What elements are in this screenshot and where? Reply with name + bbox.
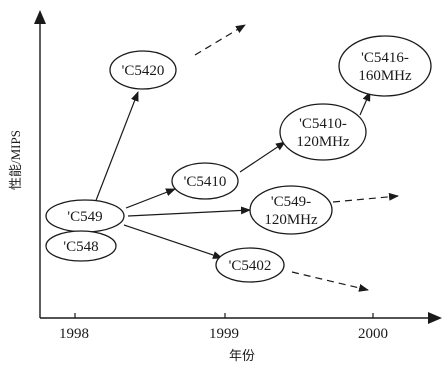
node-c5416-label-line2: 160MHz: [358, 68, 412, 84]
edge-c549-120-future: [332, 192, 399, 203]
x-axis-ticks: [74, 313, 374, 318]
node-c549: 'C549: [45, 199, 125, 233]
node-c5410: 'C5410: [171, 162, 239, 200]
node-c5420-label: 'C5420: [122, 63, 165, 79]
node-c5410-label: 'C5410: [184, 174, 227, 190]
node-c549-label: 'C549: [67, 209, 102, 225]
node-c5410-120mhz: 'C5410- 120MHz: [279, 103, 367, 161]
edge-c549-to-c5402: [123, 224, 223, 259]
edge-c5402-future: [291, 271, 369, 292]
x-tick-label-1999: 1999: [209, 326, 239, 342]
edge-c549-to-c549-120: [127, 206, 251, 217]
node-c549-120-label-line1: 'C549-: [271, 194, 311, 210]
node-c549-120-label-line2: 120MHz: [264, 212, 318, 228]
node-c5402-label: 'C5402: [229, 258, 272, 274]
node-c5416-label-line1: 'C5416-: [361, 50, 409, 66]
node-c548-label: 'C548: [63, 239, 98, 255]
node-c5410-120-label-line1: 'C5410-: [299, 116, 347, 132]
node-c548: 'C548: [45, 230, 117, 262]
x-tick-label-2000: 2000: [358, 326, 388, 342]
node-c5420: 'C5420: [109, 50, 177, 90]
edge-c5410-to-c5410-120: [239, 141, 286, 173]
edge-c5410-120-to-c5416: [359, 91, 371, 116]
node-c5402: 'C5402: [215, 247, 285, 283]
node-c5410-120-label-line2: 120MHz: [296, 134, 350, 150]
node-c5416-160mhz: 'C5416- 160MHz: [338, 35, 432, 97]
node-c549-120mhz: 'C549- 120MHz: [249, 185, 333, 235]
edge-c5420-future: [194, 24, 246, 56]
x-axis-arrowhead: [428, 312, 442, 324]
x-axis: [40, 312, 442, 324]
y-axis-arrowhead: [34, 10, 46, 24]
x-axis-label: 年份: [229, 348, 255, 363]
edge-c549-to-c5420: [94, 91, 139, 204]
y-axis-label: 性能/MIPS: [8, 130, 23, 190]
y-axis: [34, 10, 46, 318]
edge-c549-to-c5410: [125, 188, 176, 209]
x-tick-label-1998: 1998: [59, 326, 89, 342]
